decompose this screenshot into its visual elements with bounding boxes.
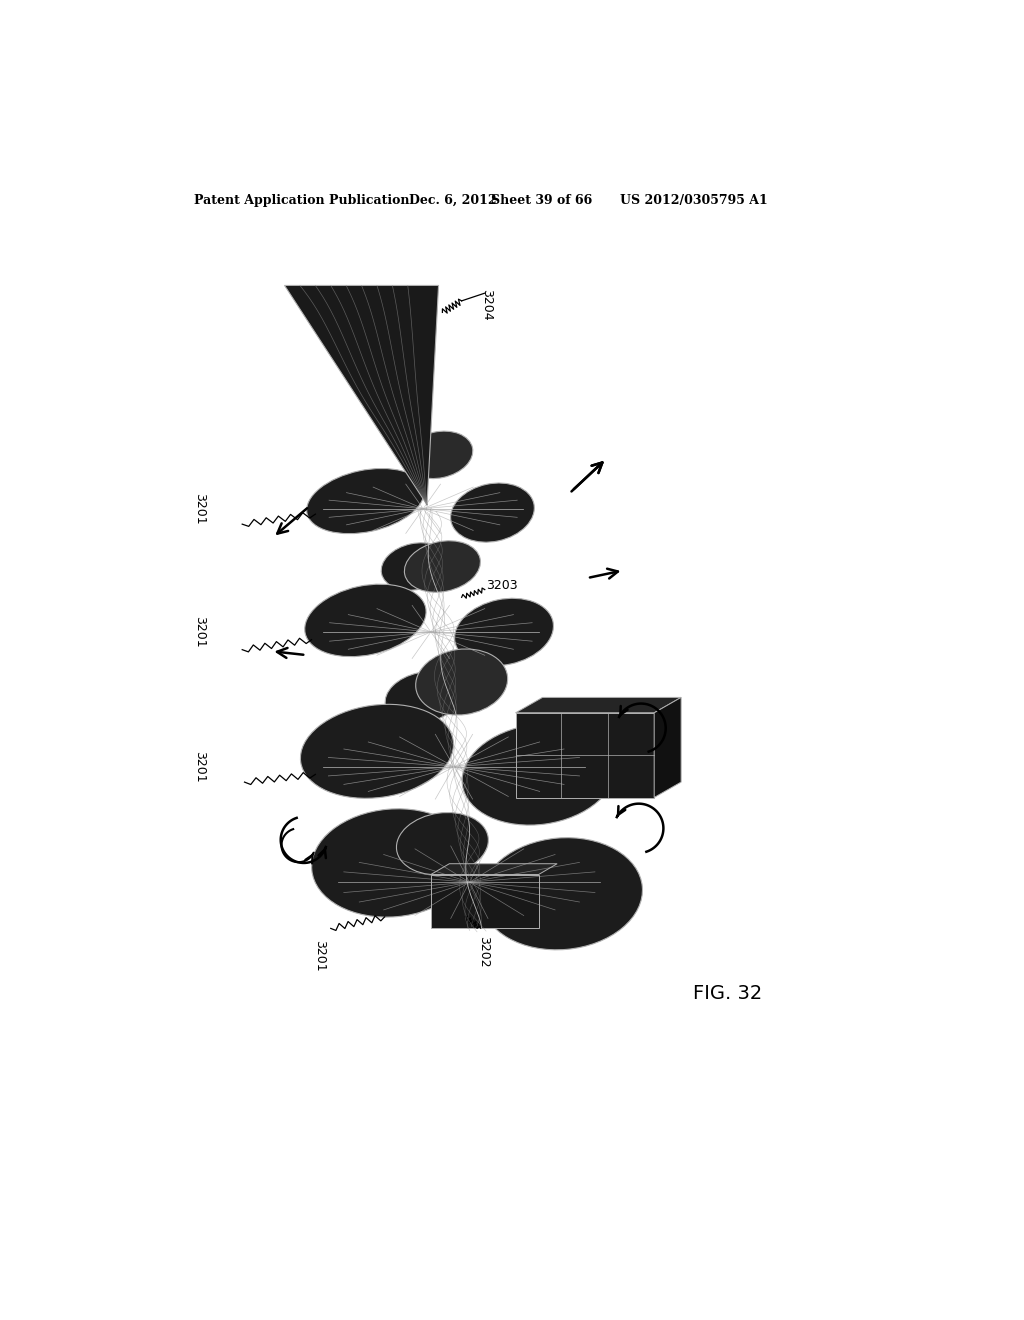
Ellipse shape — [385, 672, 461, 723]
Ellipse shape — [481, 838, 642, 950]
Ellipse shape — [416, 649, 508, 715]
Ellipse shape — [305, 585, 426, 656]
Text: Dec. 6, 2012: Dec. 6, 2012 — [410, 194, 497, 207]
Text: 3201: 3201 — [194, 751, 207, 783]
Ellipse shape — [404, 432, 473, 479]
Ellipse shape — [300, 705, 454, 799]
Ellipse shape — [462, 723, 615, 825]
Polygon shape — [654, 697, 681, 797]
Polygon shape — [285, 285, 438, 506]
Ellipse shape — [396, 813, 488, 875]
Text: Sheet 39 of 66: Sheet 39 of 66 — [490, 194, 592, 207]
Text: 3204: 3204 — [480, 289, 493, 321]
Polygon shape — [431, 875, 539, 928]
Text: 3201: 3201 — [312, 940, 326, 972]
Ellipse shape — [307, 469, 424, 533]
Polygon shape — [515, 697, 681, 713]
Ellipse shape — [381, 543, 450, 590]
Text: 3203: 3203 — [486, 579, 518, 593]
Text: 3201: 3201 — [194, 616, 207, 648]
Polygon shape — [431, 863, 557, 875]
Text: 3202: 3202 — [477, 936, 489, 968]
Text: US 2012/0305795 A1: US 2012/0305795 A1 — [621, 194, 768, 207]
Ellipse shape — [311, 809, 473, 917]
Text: FIG. 32: FIG. 32 — [692, 985, 762, 1003]
Polygon shape — [515, 713, 654, 797]
Ellipse shape — [455, 598, 553, 665]
Ellipse shape — [404, 541, 480, 593]
Ellipse shape — [451, 483, 535, 543]
Text: Patent Application Publication: Patent Application Publication — [194, 194, 410, 207]
Text: 3201: 3201 — [194, 492, 207, 524]
